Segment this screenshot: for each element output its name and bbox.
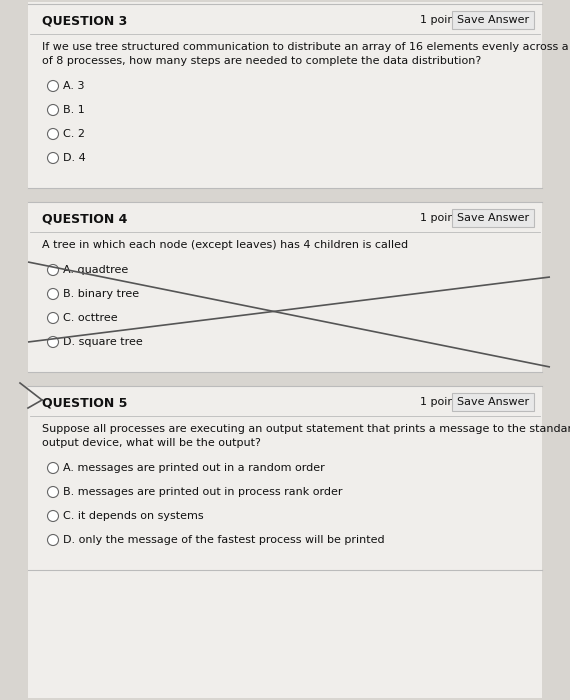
Text: QUESTION 4: QUESTION 4 — [42, 212, 127, 225]
Circle shape — [47, 265, 59, 276]
Text: D. only the message of the fastest process will be printed: D. only the message of the fastest proce… — [63, 535, 385, 545]
Text: B. 1: B. 1 — [63, 105, 85, 115]
FancyBboxPatch shape — [28, 188, 542, 202]
Text: A. 3: A. 3 — [63, 81, 84, 91]
Text: Save Answer: Save Answer — [457, 213, 529, 223]
Circle shape — [47, 337, 59, 347]
Text: C. octtree: C. octtree — [63, 313, 117, 323]
Text: Save Answer: Save Answer — [457, 15, 529, 25]
Text: B. binary tree: B. binary tree — [63, 289, 139, 299]
Text: QUESTION 3: QUESTION 3 — [42, 14, 127, 27]
Text: QUESTION 5: QUESTION 5 — [42, 396, 127, 409]
FancyBboxPatch shape — [452, 11, 534, 29]
Text: D. square tree: D. square tree — [63, 337, 142, 347]
Text: B. messages are printed out in process rank order: B. messages are printed out in process r… — [63, 487, 343, 497]
Text: 1 points: 1 points — [420, 397, 465, 407]
Circle shape — [47, 463, 59, 473]
Circle shape — [47, 486, 59, 498]
FancyBboxPatch shape — [28, 2, 542, 698]
Circle shape — [47, 153, 59, 164]
FancyBboxPatch shape — [452, 393, 534, 411]
FancyBboxPatch shape — [28, 372, 542, 386]
Text: A tree in which each node (except leaves) has 4 children is called: A tree in which each node (except leaves… — [42, 240, 408, 250]
Circle shape — [47, 129, 59, 139]
Text: Save Answer: Save Answer — [457, 397, 529, 407]
Circle shape — [47, 288, 59, 300]
Text: C. 2: C. 2 — [63, 129, 85, 139]
Circle shape — [47, 80, 59, 92]
FancyBboxPatch shape — [452, 209, 534, 227]
Circle shape — [47, 312, 59, 323]
Text: If we use tree structured communication to distribute an array of 16 elements ev: If we use tree structured communication … — [42, 42, 570, 66]
Circle shape — [47, 104, 59, 116]
Text: 1 points: 1 points — [420, 15, 465, 25]
Text: D. 4: D. 4 — [63, 153, 86, 163]
Text: Suppose all processes are executing an output statement that prints a message to: Suppose all processes are executing an o… — [42, 424, 570, 448]
Text: C. it depends on systems: C. it depends on systems — [63, 511, 203, 521]
Circle shape — [47, 510, 59, 522]
Text: A. quadtree: A. quadtree — [63, 265, 128, 275]
Text: A. messages are printed out in a random order: A. messages are printed out in a random … — [63, 463, 325, 473]
Circle shape — [47, 535, 59, 545]
Text: 1 points: 1 points — [420, 213, 465, 223]
